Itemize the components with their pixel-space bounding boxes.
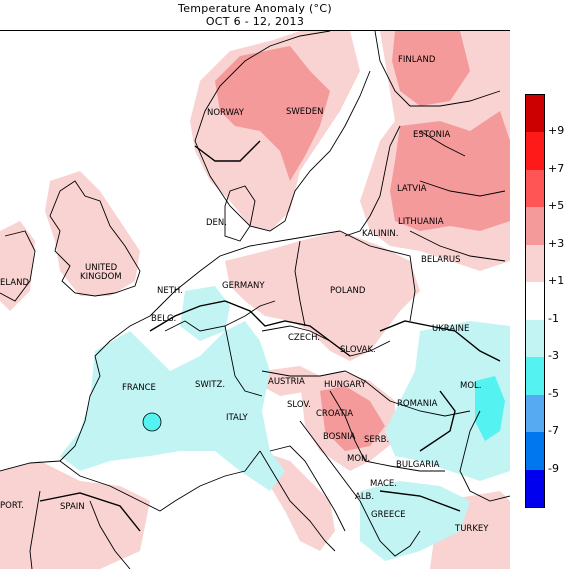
legend-swatch	[526, 319, 544, 358]
legend-tick-label: +7	[548, 161, 565, 175]
map-title: Temperature Anomaly (°C) OCT 6 - 12, 201…	[0, 2, 510, 28]
label-hungary: HUNGARY	[324, 380, 366, 390]
label-turkey: TURKEY	[455, 524, 489, 534]
label-portugal: PORT.	[0, 501, 24, 511]
legend-tick-label: -5	[548, 386, 559, 400]
legend-swatch	[526, 244, 544, 283]
label-lithuania: LITHUANIA	[398, 217, 444, 227]
legend-tick-label: -9	[548, 461, 559, 475]
legend-tick-label: -3	[548, 349, 559, 363]
label-spain: SPAIN	[60, 502, 85, 512]
label-czech: CZECH.	[288, 333, 321, 343]
label-austria: AUSTRIA	[268, 377, 305, 387]
label-bosnia: BOSNIA	[323, 432, 356, 442]
alps-cool-area	[180, 286, 230, 341]
label-poland: POLAND	[330, 286, 366, 296]
label-greece: GREECE	[371, 510, 406, 520]
legend-swatch	[526, 95, 544, 133]
estonia-latvia-warmer	[390, 111, 510, 231]
legend-swatch	[526, 357, 544, 395]
legend-swatch	[526, 169, 544, 208]
label-latvia: LATVIA	[397, 184, 427, 194]
label-denmark: DEN.	[206, 218, 227, 228]
label-montenegro: MON.	[347, 454, 371, 464]
map-canvas	[0, 31, 510, 569]
label-macedonia: MACE.	[370, 479, 398, 489]
legend-tick-label: -1	[548, 311, 559, 325]
label-norway: NORWAY	[207, 108, 244, 118]
greece-cool-area	[360, 481, 470, 561]
label-netherlands: NETH.	[157, 286, 183, 296]
legend-swatch	[526, 207, 544, 245]
label-moldova: MOL.	[460, 381, 482, 391]
label-italy: ITALY	[226, 413, 248, 423]
france-cool-area	[60, 321, 285, 491]
central-europe-warm-area	[225, 231, 420, 361]
legend-tick-label: +9	[548, 124, 565, 138]
label-united: UNITED	[85, 263, 118, 273]
label-bulgaria: BULGARIA	[396, 460, 440, 470]
label-france: FRANCE	[122, 383, 156, 393]
coastlines-and-borders	[0, 31, 510, 569]
black-sea-coast-cooler	[475, 376, 505, 441]
legend-swatch	[526, 282, 544, 320]
label-belgium: BELG.	[151, 314, 177, 324]
label-slovenia: SLOV.	[287, 400, 311, 410]
map-title-line2: OCT 6 - 12, 2013	[205, 15, 305, 28]
legend-tick-label: -7	[548, 424, 559, 438]
label-finland: FINLAND	[398, 55, 436, 65]
legend-tick-label: +1	[548, 274, 565, 288]
legend-tick-label: +5	[548, 199, 565, 213]
contour-lines	[39, 140, 501, 532]
label-germany: GERMANY	[222, 281, 265, 291]
norway-sweden-warmer	[215, 46, 330, 181]
label-albania: ALB.	[355, 492, 375, 502]
label-kingdom: KINGDOM	[80, 272, 122, 282]
label-romania: ROMANIA	[397, 399, 438, 409]
label-ukraine: UKRAINE	[432, 324, 470, 334]
label-sweden: SWEDEN	[286, 107, 324, 117]
ireland-warm-area	[0, 221, 35, 311]
map-title-line1: Temperature Anomaly (°C)	[178, 2, 332, 15]
finland-warmer	[392, 31, 470, 106]
label-kalinin: KALININ.	[362, 229, 399, 239]
label-serbia: SERB.	[364, 435, 390, 445]
legend-swatch	[526, 432, 544, 470]
anomaly-map: FINLAND NORWAY SWEDEN ESTONIA LATVIA LIT…	[0, 30, 510, 569]
label-belarus: BELARUS	[421, 255, 461, 265]
label-slovakia: SLOVAK.	[340, 345, 376, 355]
france-cooler-spot	[142, 412, 162, 432]
color-legend	[525, 94, 545, 508]
legend-swatch	[526, 469, 544, 507]
legend-tick-label: +3	[548, 236, 565, 250]
label-croatia: CROATIA	[316, 409, 354, 419]
label-estonia: ESTONIA	[413, 130, 451, 140]
iberia-warm-area	[0, 461, 150, 569]
label-switzerland: SWITZ.	[195, 380, 226, 390]
label-ireland: ELAND	[0, 278, 30, 288]
legend-swatch	[526, 132, 544, 170]
legend-swatch	[526, 394, 544, 433]
